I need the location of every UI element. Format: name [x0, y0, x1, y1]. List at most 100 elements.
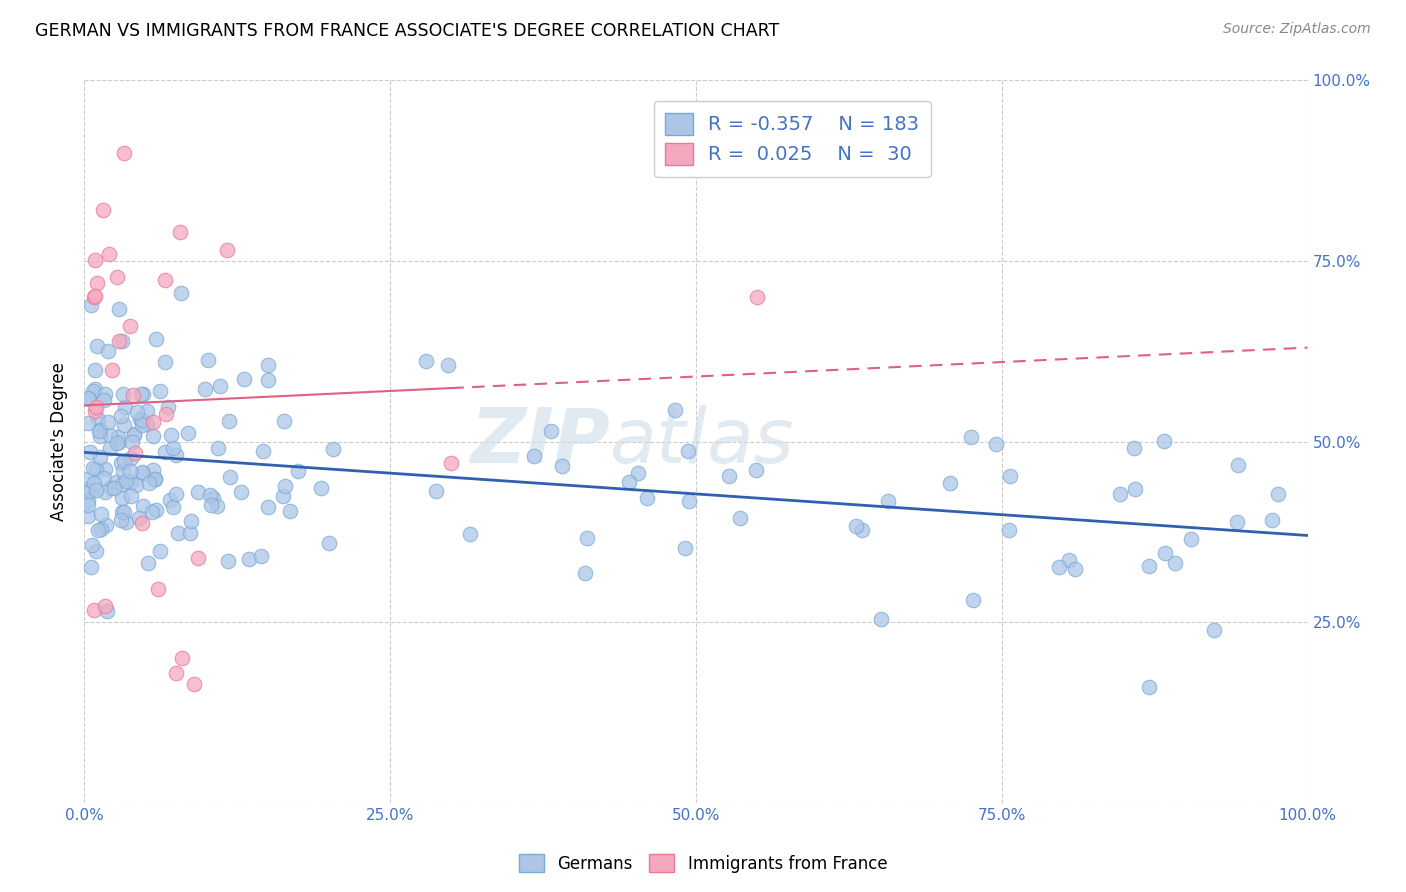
Point — [162, 442, 184, 456]
Point — [278, 504, 301, 518]
Point — [322, 442, 344, 456]
Point — [1047, 559, 1070, 574]
Point — [217, 243, 239, 257]
Point — [1163, 556, 1185, 570]
Point — [664, 403, 686, 417]
Point — [94, 484, 117, 499]
Point — [120, 490, 142, 504]
Point — [143, 472, 166, 486]
Point — [870, 612, 893, 626]
Point — [202, 491, 225, 505]
Point — [108, 434, 131, 449]
Point — [138, 556, 160, 570]
Point — [273, 479, 295, 493]
Point — [187, 550, 209, 565]
Point — [149, 384, 172, 398]
Point — [165, 448, 187, 462]
Point — [132, 466, 155, 480]
Point — [84, 252, 107, 267]
Point — [86, 276, 108, 290]
Legend: Germans, Immigrants from France: Germans, Immigrants from France — [512, 847, 894, 880]
Point — [145, 332, 167, 346]
Point — [97, 415, 120, 429]
Point — [122, 426, 145, 441]
Point — [172, 651, 194, 665]
Point — [108, 301, 131, 316]
Point — [100, 442, 122, 456]
Point — [83, 289, 105, 303]
Point — [207, 499, 229, 513]
Point — [845, 519, 868, 533]
Point — [128, 511, 150, 525]
Point — [115, 516, 138, 530]
Point — [678, 494, 700, 508]
Point — [111, 464, 134, 478]
Point — [77, 482, 100, 496]
Point — [100, 482, 122, 496]
Point — [233, 372, 256, 386]
Point — [551, 458, 574, 473]
Point — [238, 551, 260, 566]
Point — [219, 470, 242, 484]
Point — [309, 481, 332, 495]
Point — [1227, 458, 1250, 472]
Point — [877, 493, 900, 508]
Point — [84, 401, 107, 415]
Point — [143, 472, 166, 486]
Point — [217, 554, 239, 568]
Point — [575, 531, 598, 545]
Point — [180, 514, 202, 528]
Point — [138, 475, 160, 490]
Point — [141, 505, 163, 519]
Point — [82, 460, 104, 475]
Point — [997, 523, 1019, 537]
Point — [960, 430, 983, 444]
Point — [131, 516, 153, 531]
Point — [105, 475, 128, 490]
Point — [717, 468, 740, 483]
Point — [77, 508, 100, 523]
Point — [94, 462, 117, 476]
Point — [415, 353, 437, 368]
Point — [145, 503, 167, 517]
Point — [1108, 487, 1130, 501]
Y-axis label: Associate's Degree: Associate's Degree — [49, 362, 67, 521]
Point — [120, 450, 142, 465]
Point — [97, 246, 120, 260]
Point — [110, 491, 132, 506]
Point — [105, 435, 128, 450]
Point — [162, 500, 184, 514]
Point — [747, 290, 769, 304]
Point — [125, 405, 148, 419]
Point — [89, 428, 111, 442]
Point — [79, 298, 101, 312]
Point — [82, 384, 104, 398]
Point — [257, 373, 280, 387]
Point — [218, 414, 240, 428]
Point — [111, 387, 134, 401]
Text: ZIP: ZIP — [471, 405, 610, 478]
Point — [83, 290, 105, 304]
Point — [128, 411, 150, 425]
Point — [1059, 552, 1081, 566]
Point — [97, 344, 120, 359]
Point — [1202, 623, 1225, 637]
Point — [1123, 441, 1146, 455]
Point — [94, 518, 117, 533]
Point — [179, 526, 201, 541]
Point — [962, 593, 984, 607]
Point — [112, 454, 135, 468]
Point — [112, 145, 135, 160]
Point — [229, 484, 252, 499]
Point — [165, 665, 187, 680]
Point — [77, 493, 100, 508]
Point — [111, 476, 134, 491]
Point — [458, 526, 481, 541]
Point — [142, 463, 165, 477]
Point — [1261, 513, 1284, 527]
Point — [187, 485, 209, 500]
Point — [194, 382, 217, 396]
Point — [103, 481, 125, 495]
Point — [183, 676, 205, 690]
Point — [142, 429, 165, 443]
